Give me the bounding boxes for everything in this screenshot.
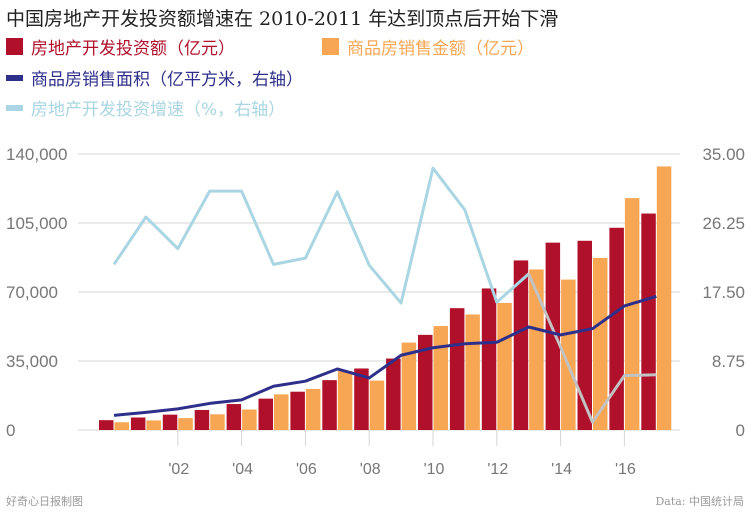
bar-sales-amount: [433, 326, 448, 430]
bar-sales-amount: [529, 269, 544, 430]
y-right-tick-label: 35.00: [702, 145, 745, 164]
bar-sales-amount: [624, 198, 640, 430]
legend-swatch-growth: [6, 104, 23, 111]
bar-investment: [226, 404, 242, 430]
bar-sales-amount: [274, 394, 289, 430]
bar-investment: [322, 380, 337, 430]
bar-sales-amount: [305, 388, 321, 430]
bar-investment: [545, 242, 561, 430]
y-right-tick-label: 26.25: [702, 214, 745, 233]
x-tick-label: '14: [551, 461, 572, 478]
bar-investment: [258, 398, 273, 430]
y-right-tick-label: 8.75: [712, 352, 745, 371]
bar-sales-amount: [369, 380, 385, 430]
y-left-tick-label: 105,000: [6, 214, 67, 233]
x-tick-label: '04: [232, 461, 253, 478]
bar-sales-amount: [561, 279, 576, 430]
bar-investment: [641, 213, 656, 430]
bar-sales-amount: [114, 422, 129, 430]
bar-investment: [609, 227, 624, 430]
legend-swatch-sales-amount: [322, 38, 339, 55]
bar-investment: [290, 391, 305, 430]
bar-investment: [194, 409, 210, 430]
y-left-tick-label: 140,000: [6, 145, 67, 164]
bar-sales-amount: [465, 314, 480, 430]
x-tick-label: '16: [615, 461, 636, 478]
y-left-tick-label: 70,000: [6, 283, 58, 302]
footer-source: Data: 中国统计局: [655, 495, 744, 508]
y-right-tick-label: 17.50: [702, 283, 745, 302]
bar-sales-amount: [146, 420, 161, 430]
y-left-tick-label: 35,000: [6, 352, 58, 371]
bar-investment: [418, 334, 433, 430]
bar-investment: [354, 368, 369, 430]
legend-swatch-sales-area: [6, 74, 23, 81]
bar-investment: [449, 308, 465, 430]
legend-item-sales-area: 商品房销售面积（亿平方米，右轴）: [6, 65, 303, 90]
chart-title: 中国房地产开发投资额增速在 2010-2011 年达到顶点后开始下滑: [6, 8, 559, 30]
line-growth-recent: [527, 273, 657, 424]
bar-investment: [99, 420, 114, 430]
bar-investment: [481, 288, 497, 430]
x-tick-label: '12: [487, 461, 508, 478]
legend-label-investment: 房地产开发投资额（亿元）: [31, 39, 235, 59]
bar-investment: [513, 260, 529, 430]
x-tick-label: '06: [296, 461, 317, 478]
legend-item-investment: 房地产开发投资额（亿元）: [6, 34, 235, 59]
line-sales-area: [113, 294, 657, 417]
y-right-tick-label: 0: [736, 421, 745, 440]
bar-investment: [130, 417, 146, 430]
line-growth: [112, 166, 530, 305]
x-tick-label: '10: [424, 461, 445, 478]
bar-sales-amount: [593, 257, 608, 430]
bar-sales-amount: [242, 409, 257, 430]
bar-investment: [162, 414, 178, 430]
bar-sales-amount: [337, 371, 353, 430]
bar-sales-amount: [401, 342, 417, 430]
bar-investment: [577, 240, 592, 430]
y-left-tick-label: 0: [6, 421, 15, 440]
bar-sales-amount: [178, 418, 193, 430]
legend-label-sales-area: 商品房销售面积（亿平方米，右轴）: [31, 70, 303, 90]
legend-label-sales-amount: 商品房销售金额（亿元）: [347, 39, 534, 59]
x-tick-label: '02: [168, 461, 189, 478]
bar-sales-amount: [497, 302, 512, 430]
legend-item-growth: 房地产开发投资增速（%，右轴）: [6, 95, 285, 120]
footer-credit: 好奇心日报制图: [6, 495, 83, 508]
bar-sales-amount: [656, 166, 672, 430]
bar-sales-amount: [210, 414, 225, 430]
legend-item-sales-amount: 商品房销售金额（亿元）: [322, 34, 534, 59]
bar-investment: [386, 358, 401, 430]
legend-label-growth: 房地产开发投资增速（%，右轴）: [31, 100, 286, 120]
legend-swatch-investment: [6, 38, 23, 55]
x-tick-label: '08: [360, 461, 381, 478]
